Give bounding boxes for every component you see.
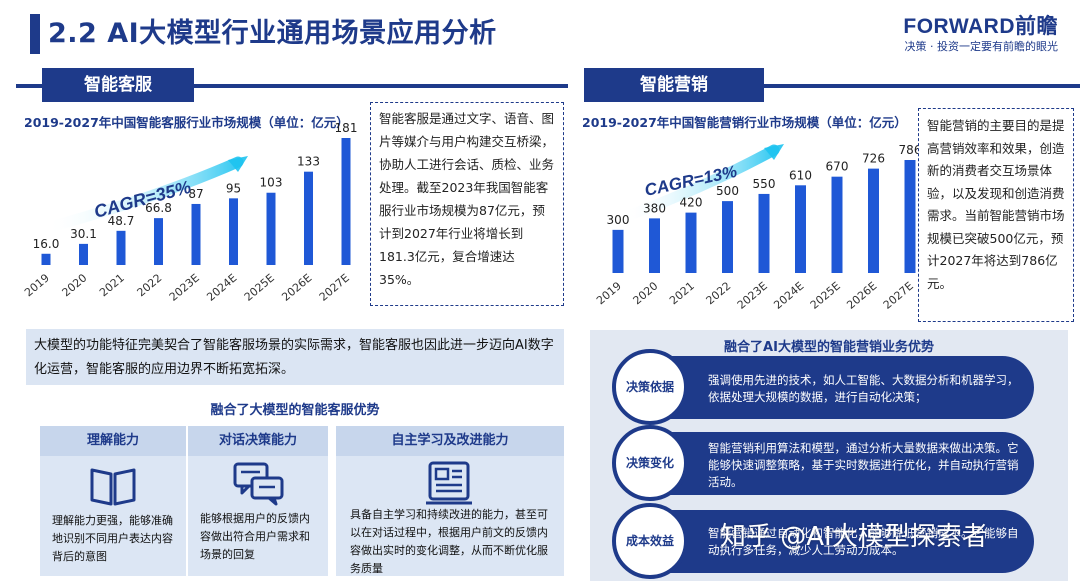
marketing-description: 智能营销的主要目的是提高营销效率和效果，创造新的消费者交互场景体验，以及发现和创…: [918, 108, 1074, 322]
bar-2021: [116, 230, 126, 265]
card-dialogue-decision: 对话决策能力 能够根据用户的反馈内容做出符合用户需求和场景的回复: [188, 426, 328, 576]
tick-label-2025E: 2025E: [242, 271, 277, 303]
value-label-2027E: 786: [899, 143, 922, 157]
tick-label-2024E: 2024E: [771, 279, 806, 311]
card-self-learning-title: 自主学习及改进能力: [336, 426, 564, 456]
tick-label-2025E: 2025E: [808, 279, 843, 311]
tab-smart-customer-service: 智能客服: [42, 68, 194, 102]
card-understanding-title: 理解能力: [40, 426, 186, 456]
customer-service-advantages-title: 融合了大模型的智能客服优势: [210, 403, 380, 418]
value-label-2026E: 726: [862, 152, 885, 166]
brand-logo: FORWARD前瞻 决策 · 投资一定要有前瞻的眼光: [903, 14, 1058, 54]
bar-2022: [154, 218, 163, 265]
row-decision-change-label: 决策变化: [612, 425, 688, 501]
bar-2024E: [229, 198, 238, 265]
card-self-learning-text: 具备自主学习和持续改进的能力，甚至可以在对话过程中，根据用户前文的反馈内容做出实…: [350, 508, 548, 575]
value-label-2021: 48.7: [108, 214, 135, 228]
row-cost-benefit-label: 成本效益: [612, 503, 688, 579]
row-cost-benefit: [620, 510, 1034, 573]
chart-customer-service: 16.0 2019 30.1 2020 48.7 2021 66.8 2022 87 2023E 9…: [22, 121, 357, 304]
row-decision-basis: [620, 356, 1034, 419]
bar-2023E: [758, 193, 770, 273]
card-self-learning: 自主学习及改进能力 具备自主学习和持续改进的能力，甚至可以在对话过程中，根据用户…: [336, 426, 564, 576]
bar-2022: [722, 201, 733, 273]
right-section-line: [584, 84, 1080, 88]
tick-label-2027E: 2027E: [317, 271, 352, 303]
value-label-2025E: 103: [260, 176, 283, 190]
bar-2020: [649, 218, 660, 273]
value-label-2019: 300: [607, 213, 630, 227]
bar-2026E: [868, 168, 879, 273]
chart-marketing: 300 2019 380 2020 420 2021 500 2022 550 2023E 610 2…: [594, 143, 921, 312]
bar-2024E: [795, 185, 806, 273]
row-cost-benefit-text: 智能营销通过自动化和智能化，能够降低营销成本。它能够自动执行多任务，减少人工劳动…: [708, 526, 1019, 557]
card-understanding-text: 理解能力更强，能够准确地识别不同用户表达内容背后的意图: [52, 514, 173, 563]
row-decision-change: [620, 432, 1034, 495]
value-label-2021: 420: [680, 196, 703, 210]
card-dialogue-decision-text: 能够根据用户的反馈内容做出符合用户需求和场景的回复: [200, 512, 310, 561]
bar-2026E: [304, 171, 313, 265]
chart-title-customer-service: 2019-2027年中国智能客服行业市场规模（单位：亿元）: [24, 115, 349, 130]
left-section-line: [16, 84, 568, 88]
bar-2020: [79, 243, 88, 265]
row-decision-basis-text: 强调使用先进的技术，如人工智能、大数据分析和机器学习，依据处理大规模的数据，进行…: [708, 373, 1019, 404]
value-label-2022: 500: [716, 184, 739, 198]
value-label-2020: 30.1: [70, 227, 97, 241]
value-label-2026E: 133: [297, 155, 320, 169]
bar-2027E: [904, 160, 916, 273]
bar-2021: [685, 212, 697, 273]
tab-smart-marketing: 智能营销: [584, 68, 764, 102]
growth-arrow: [616, 144, 780, 224]
tick-label-2019: 2019: [594, 279, 624, 307]
tick-label-2020: 2020: [631, 279, 661, 307]
tick-label-2022: 2022: [135, 271, 165, 299]
title-accent-bar: [30, 14, 40, 54]
chat-icon: [233, 462, 284, 506]
bar-2025E: [831, 176, 843, 273]
customer-service-summary: 大模型的功能特征完美契合了智能客服场景的实际需求，智能客服也因此进一步迈向AI数…: [26, 329, 564, 385]
value-label-2023E: 550: [753, 177, 776, 191]
bar-2023E: [191, 203, 201, 265]
value-label-2023E: 87: [188, 187, 203, 201]
brand-slogan: 决策 · 投资一定要有前瞻的眼光: [904, 40, 1059, 53]
tick-label-2021: 2021: [667, 279, 697, 307]
tick-label-2021: 2021: [97, 271, 127, 299]
value-label-2022: 66.8: [145, 201, 172, 215]
card-dialogue-decision-title: 对话决策能力: [188, 426, 328, 456]
page-title: 2.2 AI大模型行业通用场景应用分析: [48, 18, 497, 49]
tick-label-2019: 2019: [22, 271, 52, 299]
value-label-2024E: 610: [789, 168, 812, 182]
growth-arrow-head: [228, 156, 248, 172]
growth-arrow-head: [764, 144, 784, 160]
bar-2027E: [341, 138, 351, 265]
growth-arrow: [40, 156, 244, 234]
marketing-advantages-title: 融合了AI大模型的智能营销业务优势: [724, 340, 934, 355]
tick-label-2024E: 2024E: [204, 271, 239, 303]
chart-title-marketing: 2019-2027年中国智能营销行业市场规模（单位：亿元）: [582, 115, 907, 130]
value-label-2025E: 670: [826, 160, 849, 174]
row-decision-basis-label: 决策依据: [612, 349, 688, 425]
value-label-2024E: 95: [226, 181, 241, 195]
value-label-2020: 380: [643, 201, 666, 215]
cagr-annotation: CAGR=35%: [92, 177, 193, 222]
card-understanding: 理解能力 理解能力更强，能够准确地识别不同用户表达内容背后的意图: [40, 426, 186, 576]
tick-label-2020: 2020: [60, 271, 90, 299]
document-icon: [426, 461, 472, 505]
value-label-2019: 16.0: [33, 237, 60, 251]
tick-label-2026E: 2026E: [279, 271, 314, 303]
row-decision-change-text: 智能营销利用算法和模型，通过分析大量数据来做出决策。它能够快速调整策略，基于实时…: [708, 441, 1019, 489]
bar-2025E: [266, 192, 276, 265]
brand-name: FORWARD前瞻: [903, 15, 1058, 38]
customer-service-description: 智能客服是通过文字、语音、图片等媒介与用户构建交互桥梁，协助人工进行会话、质检、…: [370, 102, 564, 306]
watermark: 知乎 @AI大模型探索者: [720, 522, 988, 552]
tick-label-2027E: 2027E: [881, 279, 916, 311]
bar-2019: [612, 229, 624, 273]
value-label-2027E: 181: [335, 121, 358, 135]
book-icon: [90, 468, 136, 506]
bar-2019: [41, 253, 51, 265]
tick-label-2026E: 2026E: [844, 279, 879, 311]
tick-label-2023E: 2023E: [735, 279, 770, 311]
tick-label-2022: 2022: [704, 279, 734, 307]
tick-label-2023E: 2023E: [167, 271, 202, 303]
